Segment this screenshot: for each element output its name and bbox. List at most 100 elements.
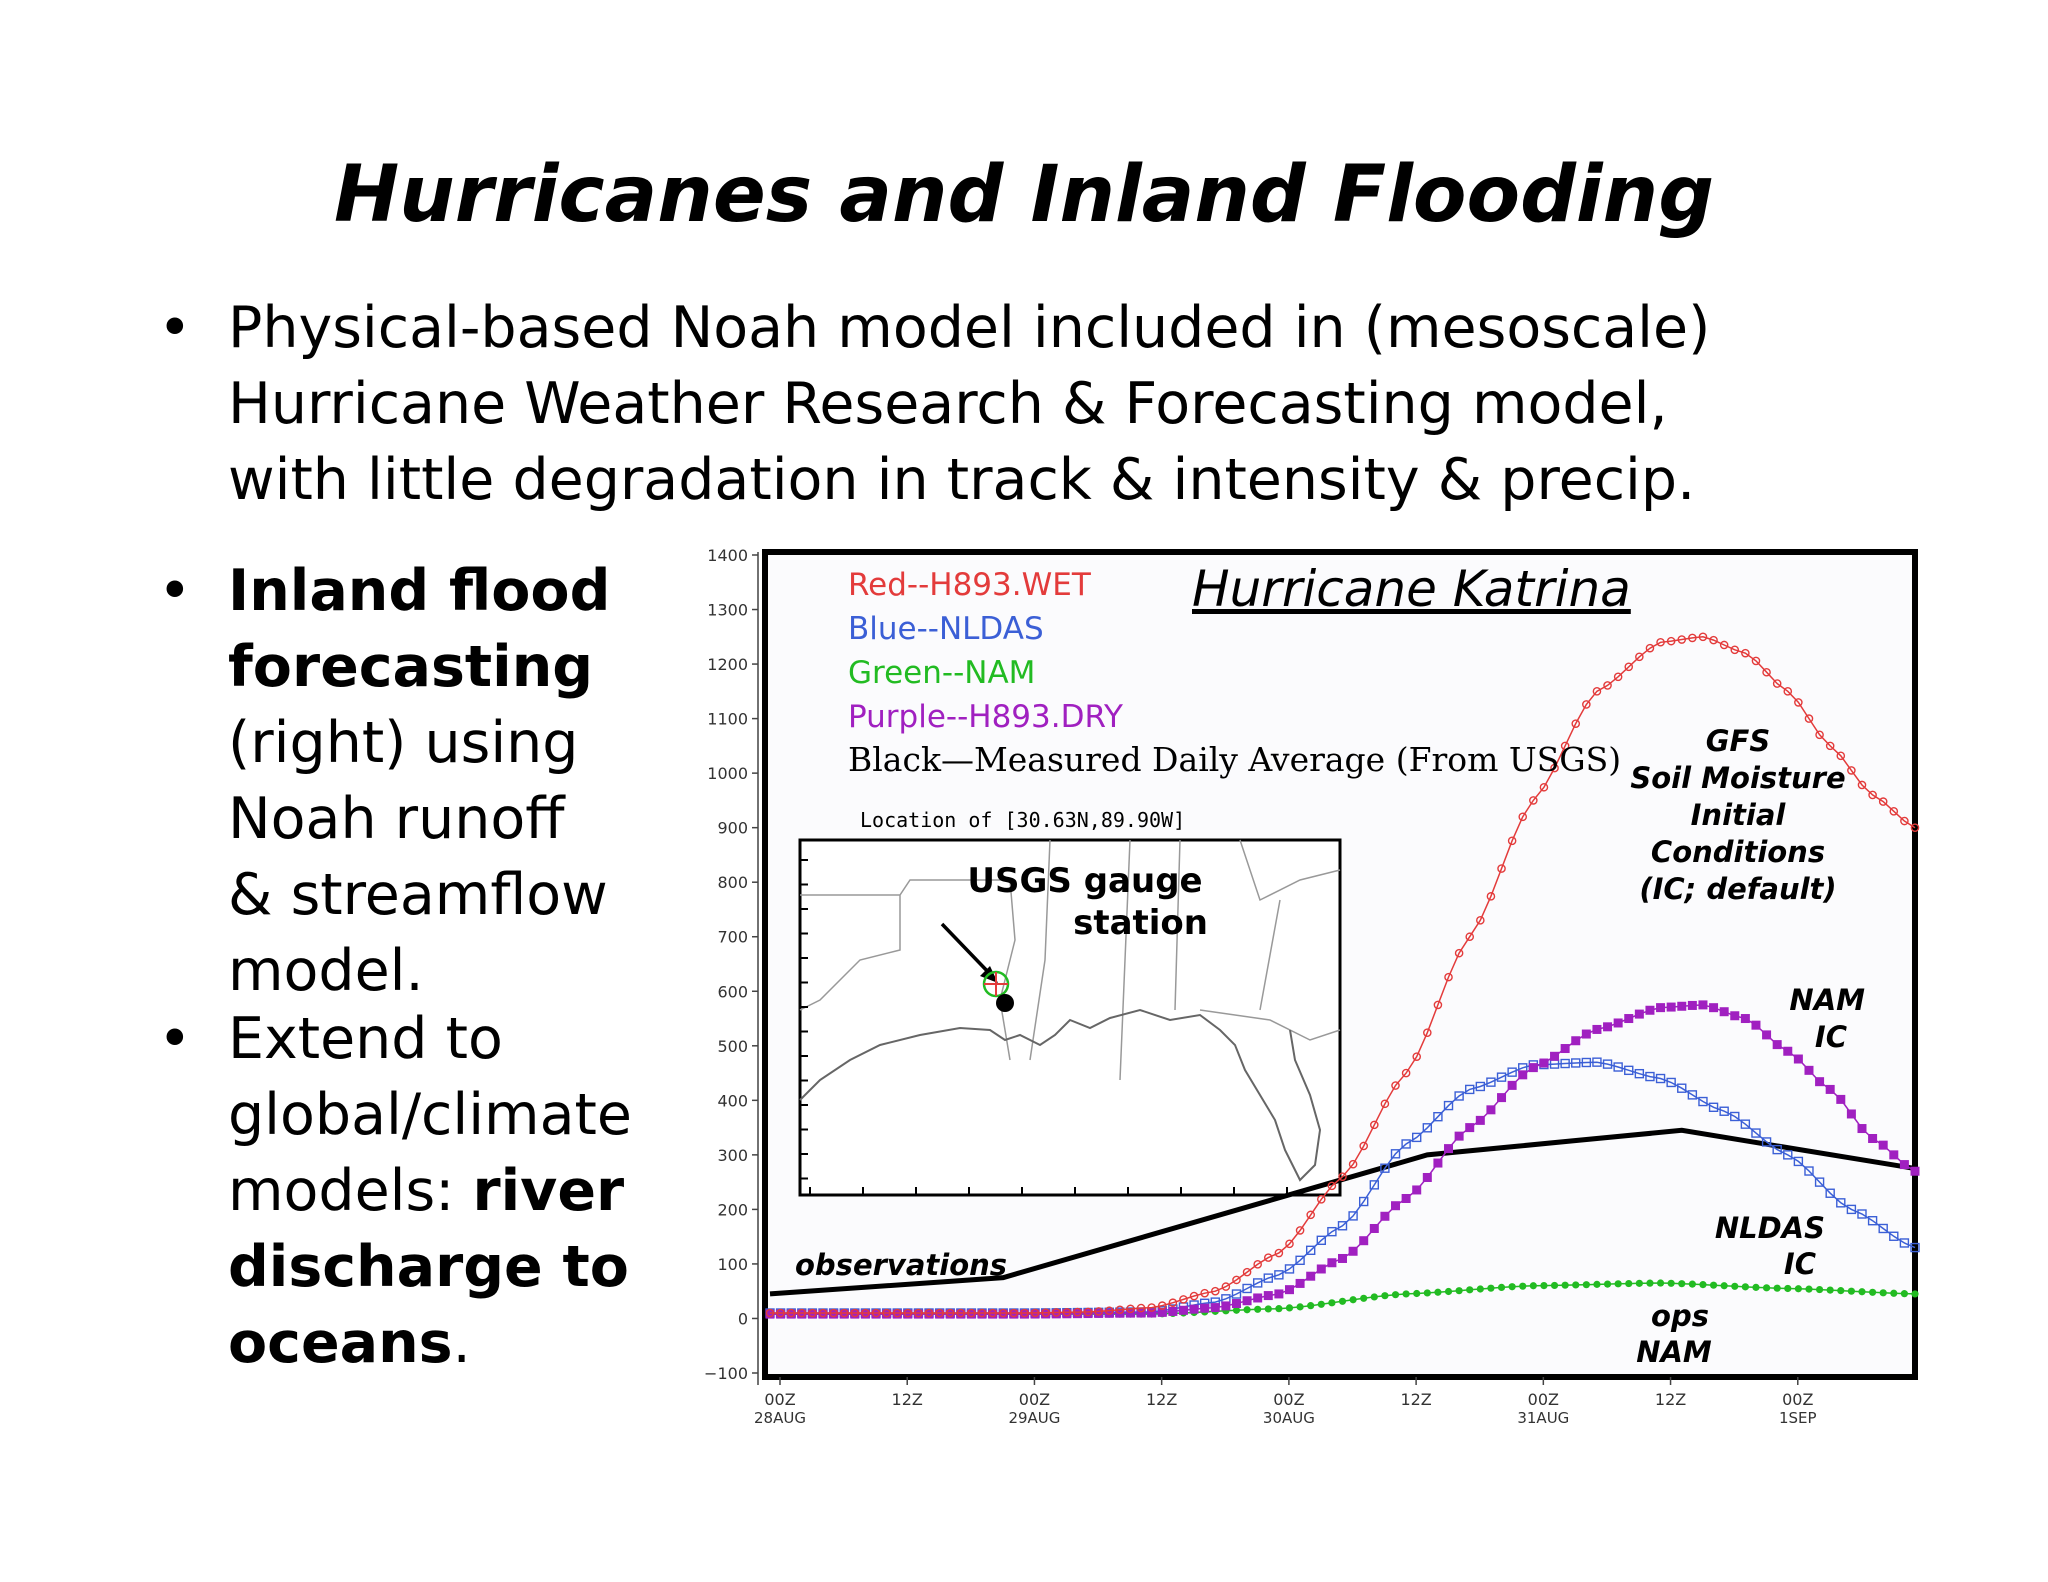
x-tick-label: 12Z	[892, 1390, 923, 1409]
data-point	[1486, 1077, 1496, 1087]
data-point	[998, 1308, 1008, 1318]
data-point	[1602, 1059, 1613, 1069]
data-point	[1836, 751, 1846, 761]
annot-gfs-4: Conditions	[1651, 835, 1825, 869]
data-point	[1581, 1029, 1591, 1039]
data-point	[1518, 1070, 1528, 1080]
data-point	[1497, 864, 1506, 873]
data-point	[1072, 1309, 1082, 1319]
y-tick-label: 600	[717, 982, 748, 1001]
data-point	[1274, 1289, 1284, 1299]
data-point	[1528, 1063, 1538, 1073]
bullet-extend-global: • Extend to global/climate models: river…	[158, 1001, 698, 1381]
data-point	[861, 1308, 870, 1318]
annot-nldas-2: IC	[1784, 1247, 1816, 1281]
data-point	[1857, 1209, 1867, 1219]
data-point	[1380, 1099, 1390, 1109]
data-point	[1422, 1172, 1432, 1182]
data-point	[1582, 1281, 1590, 1289]
data-point	[1041, 1308, 1050, 1317]
data-point	[1253, 1260, 1262, 1269]
bullet-line: (right) using	[228, 710, 579, 776]
annot-gfs-1: GFS	[1706, 724, 1771, 758]
data-point	[1359, 1236, 1369, 1246]
data-point	[1890, 1289, 1898, 1297]
data-point	[1571, 1058, 1581, 1068]
data-point	[966, 1309, 976, 1319]
data-point	[1254, 1305, 1262, 1313]
data-point	[1624, 1065, 1634, 1076]
data-point	[1518, 812, 1528, 822]
data-point	[1899, 1160, 1909, 1170]
data-point	[1242, 1267, 1252, 1277]
data-point	[1380, 1211, 1390, 1221]
data-point	[1603, 681, 1612, 690]
data-point	[1561, 1281, 1569, 1289]
data-point	[1391, 1201, 1401, 1211]
data-point	[1062, 1307, 1072, 1317]
bullet-noah-model: • Physical-based Noah model included in …	[158, 290, 1928, 518]
data-point	[1910, 1242, 1920, 1253]
data-point	[1423, 1028, 1432, 1037]
data-point	[797, 1308, 807, 1318]
x-tick-date-label: 29AUG	[1008, 1409, 1060, 1427]
data-point	[1444, 1287, 1453, 1296]
data-point	[1232, 1275, 1241, 1285]
inset-map: USGS gauge station	[798, 838, 1342, 1197]
data-point	[1030, 1309, 1040, 1319]
data-point	[1168, 1306, 1178, 1316]
gauge-label-1: USGS gauge	[967, 861, 1202, 901]
data-point	[1370, 1120, 1379, 1130]
data-point	[839, 1309, 849, 1319]
data-point	[1020, 1308, 1029, 1318]
annot-ops-2: NAM	[1636, 1335, 1712, 1369]
data-point	[1910, 823, 1920, 832]
data-point	[1263, 1291, 1273, 1301]
annot-ops-1: ops	[1651, 1299, 1709, 1333]
data-point	[1284, 1264, 1295, 1274]
data-point	[1911, 1290, 1919, 1298]
data-point	[1126, 1304, 1135, 1314]
data-point	[1433, 1000, 1443, 1010]
annot-nam-1: NAM	[1789, 983, 1865, 1017]
series-line-observed	[769, 1127, 1916, 1297]
data-point	[1507, 836, 1517, 846]
data-point	[1316, 1235, 1326, 1246]
data-point	[1444, 1144, 1454, 1154]
data-point	[1147, 1308, 1157, 1318]
data-point	[935, 1308, 944, 1318]
data-point	[1846, 1109, 1856, 1119]
data-point	[1667, 1279, 1675, 1287]
data-point	[1666, 636, 1676, 646]
data-point	[1656, 1003, 1666, 1013]
data-point	[1878, 1223, 1888, 1234]
data-point	[1793, 1054, 1803, 1064]
data-point	[1634, 1009, 1644, 1019]
x-tick-label: 00Z	[1273, 1390, 1304, 1409]
data-point	[1433, 1111, 1443, 1122]
bullet-dot: •	[158, 1006, 192, 1072]
data-point	[1051, 1309, 1061, 1319]
data-point	[1708, 1102, 1719, 1113]
data-point	[977, 1308, 987, 1318]
bullet-line: discharge to	[228, 1234, 629, 1300]
y-tick-label: −100	[704, 1364, 748, 1383]
data-point	[1857, 1124, 1867, 1134]
data-point	[1443, 1100, 1454, 1111]
data-point	[1221, 1282, 1231, 1291]
data-point	[1868, 1134, 1878, 1144]
data-point	[1285, 1239, 1294, 1249]
data-point	[1804, 1065, 1814, 1075]
x-tick-label: 12Z	[1146, 1390, 1177, 1409]
data-point	[1878, 797, 1888, 806]
bullet-line: & streamflow	[228, 862, 608, 928]
data-point	[1157, 1301, 1167, 1310]
data-point	[1370, 1293, 1378, 1301]
bullet-line: with little degradation in track & inten…	[228, 447, 1696, 513]
data-point	[1519, 1282, 1527, 1290]
katrina-streamflow-chart: 1400130012001100100090080070060050040030…	[704, 546, 1920, 1427]
data-point	[1349, 1296, 1357, 1304]
data-point	[1147, 1303, 1156, 1312]
data-point	[1720, 1282, 1728, 1290]
data-point	[1263, 1273, 1273, 1283]
